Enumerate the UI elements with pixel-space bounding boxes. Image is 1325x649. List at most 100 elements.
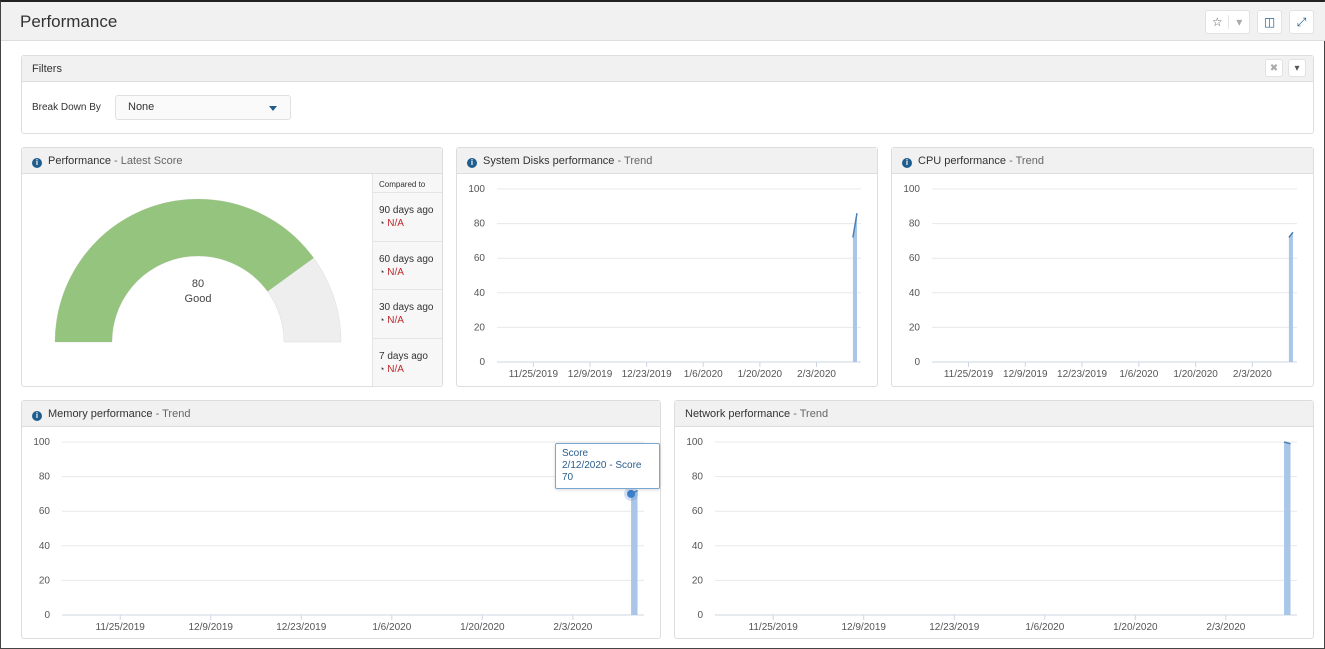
x-tick-label: 11/25/2019 [944, 369, 994, 380]
filters-header: Filters [22, 56, 1313, 82]
x-tick-label: 1/20/2020 [1173, 369, 1218, 380]
compared-item: 60 days ago ◔ N/A [373, 242, 442, 290]
latest-score-header: i Performance - Latest Score [22, 148, 442, 174]
y-tick-label: 0 [44, 610, 50, 621]
x-tick-label: 1/6/2020 [1119, 369, 1158, 380]
x-tick-label: 12/23/2019 [622, 369, 672, 380]
x-tick-label: 1/6/2020 [372, 622, 411, 633]
area-fill [852, 213, 857, 362]
info-icon[interactable]: i [467, 158, 477, 168]
gauge-label: Good [184, 293, 212, 305]
gauge-score: 80 [191, 278, 205, 290]
x-tick-label: 1/20/2020 [1113, 622, 1158, 633]
filters-title: Filters [32, 63, 62, 75]
expand-icon[interactable]: ⤢ [1289, 10, 1314, 34]
x-tick-label: 2/3/2020 [1206, 622, 1245, 633]
favorite-button-group: ☆ ▾ [1205, 10, 1250, 34]
x-tick-label: 1/20/2020 [738, 369, 783, 380]
gauge-icon: ◔ [379, 363, 385, 374]
tooltip-series: Score [562, 448, 589, 459]
compared-item: 30 days ago ◔ N/A [373, 290, 442, 339]
star-icon[interactable]: ☆ [1206, 15, 1230, 29]
info-icon[interactable]: i [902, 158, 912, 168]
compared-value: N/A [387, 315, 404, 326]
cpu-trend-chart: 0 20 40 60 80 100 11/25/2019 12/9/2019 12/23/201… [903, 184, 1297, 380]
break-down-label: Break Down By [32, 102, 101, 113]
area-fill [1284, 442, 1291, 615]
gauge-fill [55, 199, 314, 342]
x-tick-label: 2/3/2020 [1233, 369, 1272, 380]
x-tick-label: 1/20/2020 [460, 622, 505, 633]
compared-period: 90 days ago [379, 205, 434, 216]
series-line [852, 213, 858, 238]
network-trend-panel: Network performance - Trend 0 20 40 60 80 100… [674, 400, 1314, 639]
compared-value: N/A [387, 218, 404, 229]
compared-period: 30 days ago [379, 302, 434, 313]
y-tick-label: 0 [914, 357, 920, 368]
area-fill [631, 490, 638, 615]
y-tick-label: 40 [692, 541, 704, 552]
y-tick-label: 40 [39, 541, 51, 552]
page-header: Performance ☆ ▾ ◫ ⤢ [1, 2, 1325, 41]
y-tick-label: 80 [39, 472, 51, 483]
x-tick-label: 12/23/2019 [1057, 369, 1107, 380]
y-tick-label: 0 [697, 610, 703, 621]
gauge-icon: ◔ [379, 315, 385, 325]
y-tick-label: 100 [686, 437, 703, 448]
break-down-select[interactable]: None [115, 95, 291, 120]
break-down-value: None [128, 101, 155, 113]
network-trend-chart: 0 20 40 60 80 100 11/25/2019 12/9/2019 12/23/201… [686, 437, 1297, 633]
x-tick-label: 2/3/2020 [797, 369, 836, 380]
x-tick-label: 2/3/2020 [553, 622, 592, 633]
series-line [1288, 231, 1294, 238]
y-tick-label: 20 [39, 575, 51, 586]
info-icon[interactable]: i [32, 158, 42, 168]
compared-to-header: Compared to [373, 174, 442, 193]
chart-tooltip: Score 2/12/2020 - Score 70 [555, 443, 660, 489]
x-tick-label: 12/23/2019 [929, 622, 979, 633]
disks-trend-chart: 0 20 40 60 80 100 11/25/2019 12/9/2019 12/23/201… [468, 184, 861, 380]
chevron-down-icon[interactable]: ▾ [1236, 15, 1243, 29]
compared-to-list: Compared to 90 days ago ◔ N/A 60 days ago ◔… [372, 174, 442, 387]
y-tick-label: 60 [692, 506, 704, 517]
compared-period: 60 days ago [379, 253, 434, 265]
clear-filters-icon[interactable]: ✖ [1265, 59, 1283, 77]
x-tick-label: 1/6/2020 [684, 369, 723, 380]
y-tick-label: 100 [33, 437, 50, 448]
series-line [1283, 441, 1291, 445]
x-tick-label: 11/25/2019 [509, 369, 559, 380]
x-tick-label: 12/23/2019 [276, 622, 326, 633]
x-tick-label: 11/25/2019 [96, 622, 146, 633]
memory-trend-chart: 0 20 40 60 80 100 11/25/2019 12/9/2019 12/23/201… [33, 437, 644, 633]
hover-point [627, 489, 636, 498]
gauge-icon: ◔ [379, 266, 385, 277]
compared-item: 90 days ago ◔ N/A [373, 193, 442, 242]
score-gauge [54, 198, 342, 343]
y-tick-label: 80 [474, 219, 486, 230]
columns-icon[interactable]: ◫ [1257, 10, 1282, 34]
tooltip-text: 2/12/2020 - Score 70 [562, 460, 642, 483]
y-tick-label: 60 [909, 253, 921, 264]
collapse-filters-icon[interactable]: ▾ [1288, 59, 1306, 77]
y-tick-label: 20 [474, 322, 486, 333]
gauge-icon: ◔ [379, 218, 385, 228]
memory-trend-panel: i Memory performance - Trend 0 20 40 60 80 100… [21, 400, 661, 639]
y-tick-label: 0 [479, 357, 485, 368]
y-tick-label: 20 [692, 575, 704, 586]
x-tick-label: 12/9/2019 [568, 369, 613, 380]
x-tick-label: 12/9/2019 [841, 622, 886, 633]
chevron-down-icon [269, 106, 277, 111]
cpu-trend-panel: i CPU performance - Trend 0 20 40 60 80 100 11/… [891, 147, 1314, 387]
x-tick-label: 12/9/2019 [188, 622, 233, 633]
area-fill [1288, 232, 1293, 362]
y-tick-label: 80 [909, 219, 921, 230]
filters-panel: Filters ✖ ▾ Break Down By None [21, 55, 1314, 134]
y-tick-label: 40 [909, 288, 921, 299]
y-tick-label: 100 [903, 184, 920, 195]
y-tick-label: 80 [692, 472, 704, 483]
y-tick-label: 40 [474, 288, 486, 299]
info-icon[interactable]: i [32, 411, 42, 421]
y-tick-label: 100 [468, 184, 485, 195]
y-tick-label: 60 [39, 506, 51, 517]
x-tick-label: 11/25/2019 [749, 622, 799, 633]
